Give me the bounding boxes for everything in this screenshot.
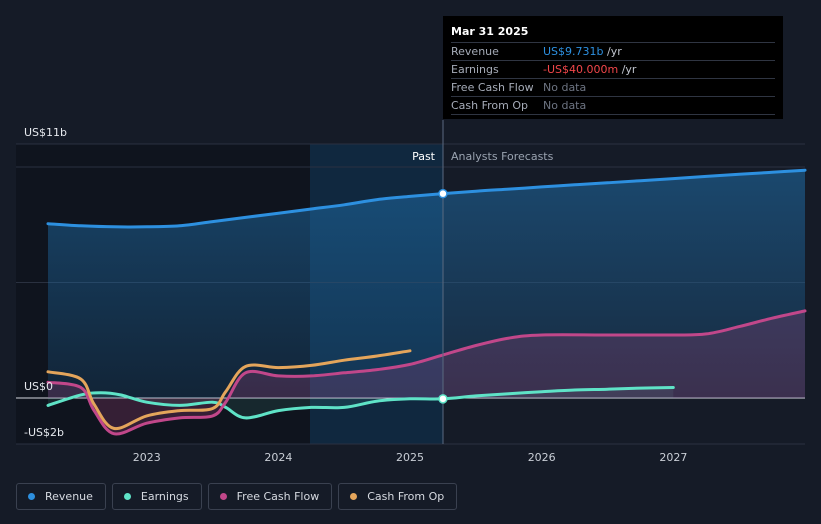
revenue-area — [48, 170, 805, 398]
x-tick-label: 2024 — [264, 451, 292, 464]
tooltip-row-earnings: Earnings -US$40.000m /yr — [451, 60, 775, 78]
earnings-marker — [438, 394, 448, 404]
legend-item-revenue[interactable]: Revenue — [16, 483, 106, 510]
y-label-top: US$11b — [24, 126, 67, 139]
legend: Revenue Earnings Free Cash Flow Cash Fro… — [16, 483, 463, 510]
tooltip-value: US$9.731b /yr — [543, 45, 622, 58]
tooltip-label: Earnings — [451, 63, 499, 76]
legend-item-earnings[interactable]: Earnings — [111, 483, 202, 510]
x-tick-label: 2026 — [528, 451, 556, 464]
x-tick-label: 2027 — [659, 451, 687, 464]
legend-dot-icon — [28, 493, 35, 500]
legend-dot-icon — [123, 493, 131, 500]
tooltip-row-free-cash-flow: Free Cash Flow No data — [451, 78, 775, 96]
tooltip: Mar 31 2025 Revenue US$9.731b /yr Earnin… — [443, 16, 783, 119]
legend-label: Free Cash Flow — [236, 490, 320, 503]
tooltip-label: Cash From Op — [451, 99, 529, 112]
cash-from-op-line — [46, 349, 412, 431]
tooltip-label: Free Cash Flow — [451, 81, 534, 94]
legend-label: Earnings — [140, 490, 189, 503]
free-cash-flow-area — [48, 310, 805, 434]
tooltip-date: Mar 31 2025 — [451, 25, 529, 38]
forecast-label: Analysts Forecasts — [451, 150, 554, 163]
legend-label: Cash From Op — [367, 490, 445, 503]
past-label: Past — [412, 150, 436, 163]
y-label-zero: US$0 — [24, 380, 53, 393]
free-cash-flow-line — [46, 309, 807, 436]
earnings-area — [48, 387, 674, 418]
legend-dot-icon — [350, 493, 358, 500]
revenue-marker — [438, 188, 448, 199]
tooltip-row-revenue: Revenue US$9.731b /yr — [451, 42, 775, 60]
legend-item-free-cash-flow[interactable]: Free Cash Flow — [207, 483, 333, 510]
legend-dot-icon — [219, 493, 227, 500]
legend-label: Revenue — [45, 490, 93, 503]
tooltip-value: -US$40.000m /yr — [543, 63, 637, 76]
tooltip-value: No data — [543, 99, 587, 112]
earnings-line — [46, 386, 675, 420]
revenue-line — [46, 168, 807, 229]
tooltip-value: No data — [543, 81, 587, 94]
x-tick-label: 2025 — [396, 451, 424, 464]
x-tick-label: 2023 — [133, 451, 161, 464]
y-label-bottom: -US$2b — [24, 426, 64, 439]
legend-item-cash-from-op[interactable]: Cash From Op — [338, 483, 458, 510]
tooltip-label: Revenue — [451, 45, 499, 58]
tooltip-row-cash-from-op: Cash From Op No data — [451, 96, 775, 115]
